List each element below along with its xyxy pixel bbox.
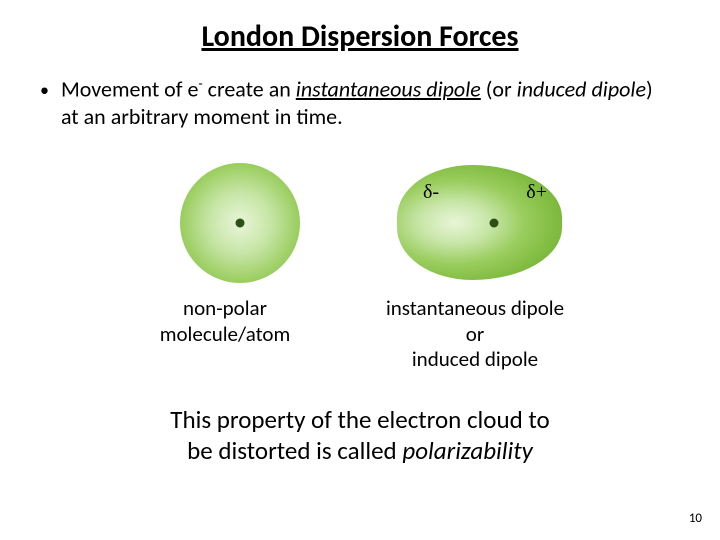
nonpolar-atom-graphic — [155, 158, 325, 288]
footer-line2-pre: be distorted is called — [187, 435, 402, 466]
figure-dipole: δ- δ+ — [395, 158, 565, 288]
footer-line1: This property of the electron cloud to — [60, 404, 660, 435]
nucleus-dot-dipole — [489, 219, 498, 228]
captions-row: non-polar molecule/atom instantaneous di… — [0, 296, 720, 372]
figure-nonpolar — [155, 158, 325, 288]
term-instantaneous-dipole: instantaneous dipole — [296, 75, 481, 102]
page-number: 10 — [689, 511, 702, 526]
bullet-mid: create an — [203, 75, 296, 102]
term-induced-dipole: induced dipole — [517, 75, 646, 102]
nucleus-dot — [236, 219, 245, 228]
caption-dipole-line1: instantaneous dipole — [360, 296, 590, 321]
figures-row: δ- δ+ — [0, 158, 720, 288]
bullet-pre: Movement of e — [61, 75, 198, 102]
bullet-marker: • — [40, 79, 49, 102]
bullet-text: Movement of e- create an instantaneous d… — [61, 75, 672, 130]
term-polarizability: polarizability — [402, 435, 532, 466]
page-title: London Dispersion Forces — [0, 0, 720, 55]
delta-plus-label: δ+ — [526, 181, 547, 204]
bullet-paren-open: (or — [481, 75, 517, 102]
caption-dipole: instantaneous dipole or induced dipole — [360, 296, 590, 372]
caption-nonpolar-line2: molecule/atom — [130, 322, 320, 347]
caption-nonpolar-line1: non-polar — [130, 296, 320, 321]
delta-minus-label: δ- — [423, 181, 439, 204]
caption-dipole-line3: induced dipole — [360, 347, 590, 372]
caption-nonpolar: non-polar molecule/atom — [130, 296, 320, 372]
footer-statement: This property of the electron cloud to b… — [0, 404, 720, 467]
footer-line2: be distorted is called polarizability — [60, 435, 660, 466]
dipole-atom-graphic: δ- δ+ — [395, 158, 565, 288]
bullet-item: • Movement of e- create an instantaneous… — [0, 55, 720, 130]
caption-dipole-line2: or — [360, 322, 590, 347]
